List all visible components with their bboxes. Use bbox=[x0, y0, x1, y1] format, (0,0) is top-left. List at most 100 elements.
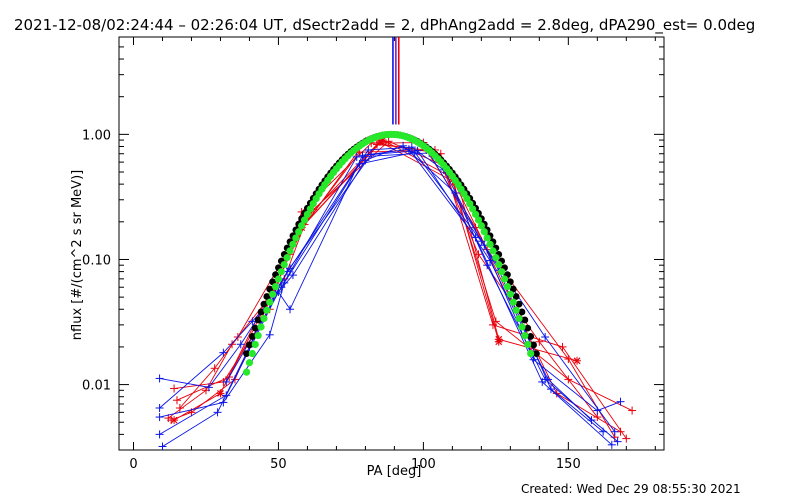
fit-point bbox=[515, 314, 523, 323]
fit-point bbox=[257, 308, 265, 316]
fit-point bbox=[503, 282, 512, 291]
vertical-markers bbox=[392, 37, 400, 125]
series-line bbox=[179, 140, 627, 439]
fit-point bbox=[274, 275, 283, 283]
plus-point bbox=[535, 337, 544, 346]
plus-point bbox=[541, 333, 550, 342]
plus-point bbox=[236, 340, 245, 349]
fit-point bbox=[251, 324, 259, 332]
x-tick-label: 50 bbox=[270, 457, 287, 472]
star-point bbox=[170, 416, 179, 425]
series-line bbox=[174, 142, 633, 411]
fit-point bbox=[292, 234, 300, 242]
fit-point bbox=[521, 316, 529, 324]
plus-point bbox=[358, 151, 367, 160]
plot-area bbox=[118, 36, 665, 451]
series-line bbox=[168, 149, 598, 419]
plus-point bbox=[610, 427, 619, 436]
fit-point bbox=[246, 341, 253, 349]
x-tick-label: 0 bbox=[129, 457, 137, 472]
y-axis-label: nflux [#/(cm^2 s sr MeV)] bbox=[70, 170, 85, 340]
fit-point bbox=[512, 293, 520, 300]
series-line bbox=[225, 152, 604, 433]
fit-point bbox=[289, 240, 297, 248]
plus-point bbox=[613, 437, 622, 446]
fit-point bbox=[306, 205, 314, 213]
plus-point bbox=[599, 427, 608, 436]
plus-point bbox=[210, 364, 219, 373]
plus-point bbox=[155, 374, 164, 383]
fit-point bbox=[283, 254, 291, 262]
fit-point bbox=[298, 222, 306, 230]
fit-point bbox=[251, 340, 259, 349]
y-tick-label: 0.10 bbox=[82, 253, 111, 268]
fit-point bbox=[286, 247, 294, 255]
fit-point bbox=[254, 332, 262, 340]
plus-point bbox=[155, 430, 164, 439]
plus-point bbox=[219, 348, 228, 357]
plus-point bbox=[367, 150, 376, 159]
plus-point bbox=[616, 397, 625, 406]
plus-point bbox=[248, 317, 257, 326]
plus-point bbox=[399, 141, 408, 150]
fit-point bbox=[471, 210, 480, 218]
plus-point bbox=[213, 408, 222, 417]
fit-point bbox=[495, 260, 503, 269]
fit-point bbox=[524, 324, 532, 332]
fit-point bbox=[260, 300, 268, 308]
plus-point bbox=[175, 403, 184, 412]
fit-point bbox=[277, 268, 285, 276]
plus-point bbox=[155, 403, 164, 412]
series-line bbox=[159, 146, 616, 432]
plus-point bbox=[155, 413, 164, 422]
fit-point bbox=[506, 290, 514, 298]
plus-point bbox=[286, 305, 295, 314]
fit-point bbox=[515, 300, 523, 308]
star-point bbox=[216, 389, 225, 398]
fit-point bbox=[300, 216, 309, 224]
y-tick-label: 1.00 bbox=[82, 128, 111, 143]
plus-point bbox=[170, 384, 179, 393]
data-series bbox=[155, 136, 637, 450]
fit-point bbox=[486, 240, 494, 248]
fit-point bbox=[295, 228, 303, 236]
plus-point bbox=[364, 145, 373, 154]
plus-point bbox=[204, 383, 213, 392]
plus-point bbox=[172, 396, 181, 405]
plus-point bbox=[474, 250, 483, 259]
series-line bbox=[171, 140, 616, 438]
plus-point bbox=[288, 271, 297, 280]
plus-point bbox=[593, 406, 602, 415]
plus-point bbox=[538, 377, 547, 386]
fit-point bbox=[260, 314, 268, 323]
fit-point bbox=[466, 200, 474, 208]
fit-point bbox=[269, 290, 277, 298]
x-tick-label: 150 bbox=[556, 457, 581, 472]
x-axis-label: PA [deg] bbox=[367, 464, 422, 479]
fit-point bbox=[509, 298, 517, 306]
fit-point bbox=[521, 332, 529, 340]
plus-point bbox=[607, 440, 616, 449]
fit-point bbox=[489, 247, 497, 255]
fit-point bbox=[263, 306, 271, 314]
series-line bbox=[159, 148, 613, 446]
fit-curves bbox=[242, 130, 540, 376]
fit-point bbox=[492, 254, 500, 262]
plus-point bbox=[265, 330, 274, 339]
plus-point bbox=[622, 434, 631, 443]
fit-point bbox=[474, 216, 483, 224]
plus-point bbox=[352, 152, 361, 161]
fit-point bbox=[469, 205, 477, 213]
fit-point bbox=[248, 333, 256, 340]
fit-point bbox=[280, 260, 288, 269]
fit-point bbox=[533, 350, 540, 358]
fit-point bbox=[483, 234, 491, 242]
fit-point bbox=[509, 285, 517, 293]
plus-point bbox=[404, 145, 413, 154]
fit-point bbox=[303, 210, 312, 218]
plus-point bbox=[222, 377, 231, 386]
fit-point bbox=[512, 306, 520, 314]
series-line bbox=[159, 145, 618, 442]
fit-point bbox=[271, 282, 280, 291]
